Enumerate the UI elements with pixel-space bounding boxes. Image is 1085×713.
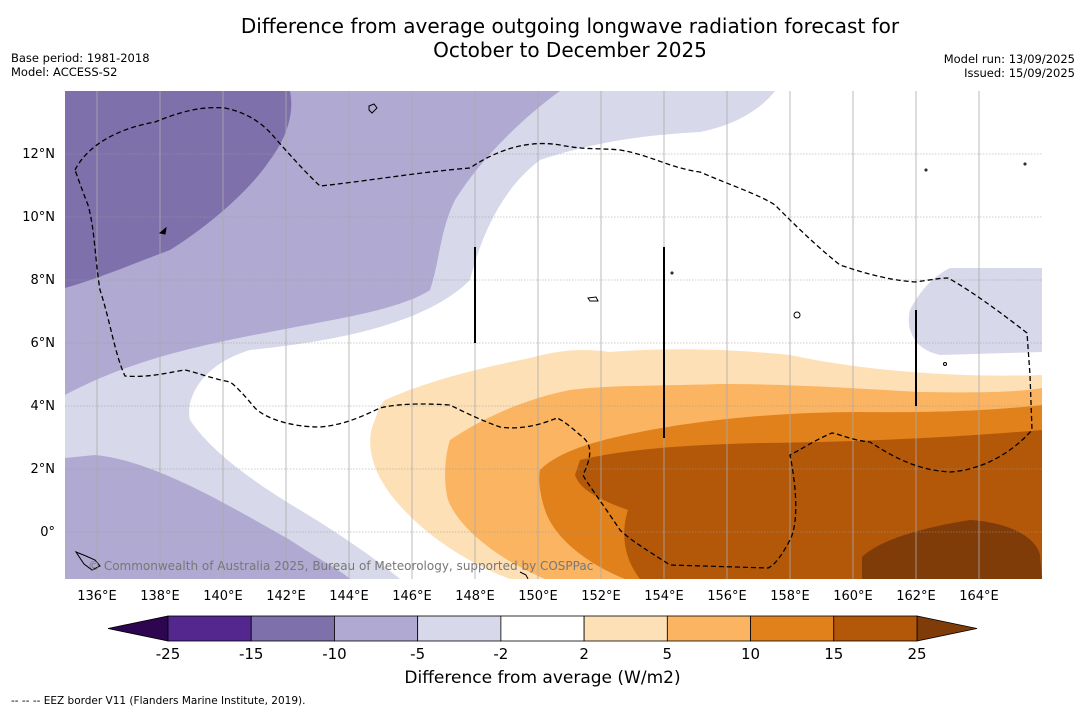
title-line-2: October to December 2025	[433, 38, 707, 62]
eez-border	[74, 106, 1033, 569]
colorbar-swatch	[833, 615, 918, 642]
lon-label: 142°E	[266, 589, 306, 604]
colorbar-swatch	[250, 615, 335, 642]
model-run: Model run: 13/09/2025	[943, 52, 1075, 66]
colorbar-swatch	[500, 615, 585, 642]
lon-label: 150°E	[518, 589, 558, 604]
colorbar-tick-label: 15	[824, 645, 843, 663]
black-markers	[474, 247, 917, 438]
contour-dark-purple	[65, 91, 292, 288]
contour-dark-brown	[862, 520, 1042, 579]
eez-legend-footer: -- -- -- EEZ border V11 (Flanders Marine…	[11, 695, 306, 707]
lat-label: 6°N	[31, 336, 56, 351]
lon-label: 156°E	[707, 589, 747, 604]
colorbar-under-extend	[107, 615, 169, 642]
lon-label: 144°E	[329, 589, 369, 604]
colorbar-label: Difference from average (W/m2)	[404, 668, 681, 688]
meta-right: Model run: 13/09/2025 Issued: 15/09/2025	[944, 52, 1075, 80]
lon-label: 146°E	[392, 589, 432, 604]
lon-label: 164°E	[959, 589, 999, 604]
lat-label: 12°N	[22, 147, 55, 162]
lat-label: 10°N	[22, 210, 55, 225]
lon-label: 154°E	[644, 589, 684, 604]
colorbar-swatch	[583, 615, 668, 642]
lat-labels: 12°N 10°N 8°N 6°N 4°N 2°N 0°	[22, 147, 55, 540]
base-period: Base period: 1981-2018	[11, 51, 150, 65]
colorbar: -25 -15 -10 -5 -2 2 5 10 15 25	[107, 615, 978, 663]
colorbar-tick-label: 2	[579, 645, 589, 663]
lon-label: 158°E	[770, 589, 810, 604]
lon-label: 152°E	[581, 589, 621, 604]
copyright-text: © Commonwealth of Australia 2025, Bureau…	[88, 559, 593, 573]
map-title: Difference from average outgoing longwav…	[170, 14, 970, 62]
lat-label: 0°	[40, 525, 55, 540]
map-panel: © Commonwealth of Australia 2025, Bureau…	[65, 91, 1042, 579]
colorbar-swatch	[334, 615, 419, 642]
islands	[74, 103, 1027, 579]
contour-medium-purple-south	[65, 455, 350, 579]
colorbar-over-extend	[916, 615, 978, 642]
colorbar-tick-label: -2	[493, 645, 508, 663]
colorbar-tick-label: -5	[410, 645, 425, 663]
colorbar-tick-label: 10	[741, 645, 760, 663]
lat-label: 8°N	[31, 273, 56, 288]
colorbar-swatch	[750, 615, 835, 642]
meta-left: Base period: 1981-2018 Model: ACCESS-S2	[11, 51, 150, 79]
colorbar-tick-label: -15	[239, 645, 264, 663]
colorbar-swatch	[417, 615, 502, 642]
gridlines	[65, 153, 1042, 533]
lon-label: 148°E	[455, 589, 495, 604]
lon-label: 140°E	[203, 589, 243, 604]
title-line-1: Difference from average outgoing longwav…	[240, 14, 900, 38]
model-name: Model: ACCESS-S2	[11, 65, 118, 79]
lon-label: 136°E	[77, 589, 117, 604]
issued-date: Issued: 15/09/2025	[964, 66, 1075, 80]
colorbar-tick-label: -10	[322, 645, 347, 663]
colorbar-tick-label: -25	[156, 645, 181, 663]
lon-label: 162°E	[896, 589, 936, 604]
colorbar-tick-label: 25	[907, 645, 926, 663]
colorbar-swatch	[666, 615, 751, 642]
colorbar-swatch	[167, 615, 252, 642]
contour-light-purple-east	[908, 268, 1042, 355]
lat-label: 2°N	[31, 462, 56, 477]
lon-label: 138°E	[140, 589, 180, 604]
lon-labels: 136°E 138°E 140°E 142°E 144°E 146°E 148°…	[77, 589, 999, 604]
lat-label: 4°N	[31, 399, 56, 414]
colorbar-tick-label: 5	[663, 645, 673, 663]
lon-label: 160°E	[833, 589, 873, 604]
